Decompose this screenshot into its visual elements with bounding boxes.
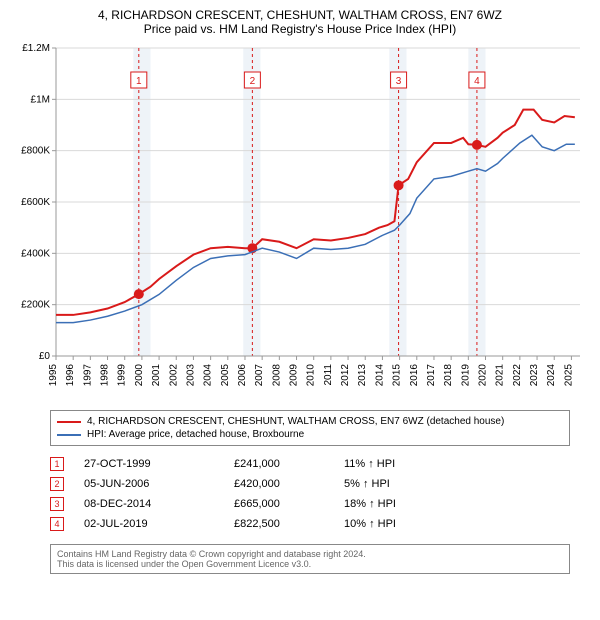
svg-text:2004: 2004	[203, 364, 214, 387]
svg-text:2003: 2003	[185, 364, 196, 387]
svg-text:2020: 2020	[478, 364, 489, 387]
svg-text:2015: 2015	[392, 364, 403, 387]
sale-marker: 3	[50, 497, 64, 511]
svg-text:2005: 2005	[220, 364, 231, 387]
svg-text:£600K: £600K	[21, 197, 50, 208]
svg-text:£800K: £800K	[21, 146, 50, 157]
svg-text:2009: 2009	[289, 364, 300, 387]
svg-text:£400K: £400K	[21, 248, 50, 259]
svg-text:£1M: £1M	[31, 94, 50, 105]
sale-pct: 5% ↑ HPI	[344, 478, 454, 490]
svg-text:2023: 2023	[529, 364, 540, 387]
svg-text:1: 1	[136, 76, 142, 87]
legend-item: 4, RICHARDSON CRESCENT, CHESHUNT, WALTHA…	[57, 415, 563, 428]
sale-date: 08-DEC-2014	[84, 498, 234, 510]
svg-text:2022: 2022	[512, 364, 523, 387]
svg-text:£1.2M: £1.2M	[22, 43, 50, 54]
sale-date: 27-OCT-1999	[84, 458, 234, 470]
legend-swatch	[57, 434, 81, 436]
sales-table: 1 27-OCT-1999£241,00011% ↑ HPI 2 05-JUN-200…	[50, 454, 570, 534]
legend-item: HPI: Average price, detached house, Brox…	[57, 428, 563, 441]
svg-text:2008: 2008	[271, 364, 282, 387]
svg-text:2016: 2016	[409, 364, 420, 387]
sale-price: £665,000	[234, 498, 344, 510]
table-row: 4 02-JUL-2019£822,50010% ↑ HPI	[50, 514, 570, 534]
svg-text:£200K: £200K	[21, 300, 50, 311]
sale-price: £420,000	[234, 478, 344, 490]
svg-text:3: 3	[396, 76, 402, 87]
svg-text:1996: 1996	[65, 364, 76, 387]
svg-text:2018: 2018	[443, 364, 454, 387]
sale-marker: 4	[50, 517, 64, 531]
svg-text:2001: 2001	[151, 364, 162, 387]
svg-text:1995: 1995	[48, 364, 59, 387]
legend-label: 4, RICHARDSON CRESCENT, CHESHUNT, WALTHA…	[87, 416, 504, 427]
title-block: 4, RICHARDSON CRESCENT, CHESHUNT, WALTHA…	[10, 8, 590, 36]
svg-text:2007: 2007	[254, 364, 265, 387]
svg-text:2002: 2002	[168, 364, 179, 387]
svg-text:2024: 2024	[546, 364, 557, 387]
sale-price: £822,500	[234, 518, 344, 530]
svg-text:2019: 2019	[460, 364, 471, 387]
title-line2: Price paid vs. HM Land Registry's House …	[10, 22, 590, 36]
svg-text:1999: 1999	[117, 364, 128, 387]
table-row: 2 05-JUN-2006£420,0005% ↑ HPI	[50, 474, 570, 494]
svg-text:2025: 2025	[563, 364, 574, 387]
svg-text:2006: 2006	[237, 364, 248, 387]
svg-text:2017: 2017	[426, 364, 437, 387]
sale-pct: 11% ↑ HPI	[344, 458, 454, 470]
table-row: 1 27-OCT-1999£241,00011% ↑ HPI	[50, 454, 570, 474]
title-line1: 4, RICHARDSON CRESCENT, CHESHUNT, WALTHA…	[10, 8, 590, 22]
svg-text:2: 2	[250, 76, 256, 87]
svg-text:2012: 2012	[340, 364, 351, 387]
legend-label: HPI: Average price, detached house, Brox…	[87, 429, 304, 440]
footer-line1: Contains HM Land Registry data © Crown c…	[57, 549, 563, 559]
sale-pct: 10% ↑ HPI	[344, 518, 454, 530]
svg-text:2021: 2021	[495, 364, 506, 387]
svg-text:2000: 2000	[134, 364, 145, 387]
svg-text:1997: 1997	[82, 364, 93, 387]
svg-text:4: 4	[474, 76, 480, 87]
legend-swatch	[57, 421, 81, 423]
svg-text:2010: 2010	[306, 364, 317, 387]
legend: 4, RICHARDSON CRESCENT, CHESHUNT, WALTHA…	[50, 410, 570, 446]
svg-text:2013: 2013	[357, 364, 368, 387]
sale-date: 05-JUN-2006	[84, 478, 234, 490]
svg-text:2014: 2014	[374, 364, 385, 387]
chart-svg: 1 2 3 4 £0 £200K £400K £600K £800K £1M £1.2M 1995 19…	[10, 42, 590, 402]
table-row: 3 08-DEC-2014£665,00018% ↑ HPI	[50, 494, 570, 514]
sale-date: 02-JUL-2019	[84, 518, 234, 530]
sale-pct: 18% ↑ HPI	[344, 498, 454, 510]
sale-marker: 1	[50, 457, 64, 471]
svg-text:1998: 1998	[100, 364, 111, 387]
sale-price: £241,000	[234, 458, 344, 470]
svg-text:2011: 2011	[323, 364, 334, 386]
chart: 1 2 3 4 £0 £200K £400K £600K £800K £1M £1.2M 1995 19…	[10, 42, 590, 402]
svg-text:£0: £0	[39, 351, 51, 362]
footer: Contains HM Land Registry data © Crown c…	[50, 544, 570, 574]
page: 4, RICHARDSON CRESCENT, CHESHUNT, WALTHA…	[0, 0, 600, 582]
footer-line2: This data is licensed under the Open Gov…	[57, 559, 563, 569]
sale-marker: 2	[50, 477, 64, 491]
